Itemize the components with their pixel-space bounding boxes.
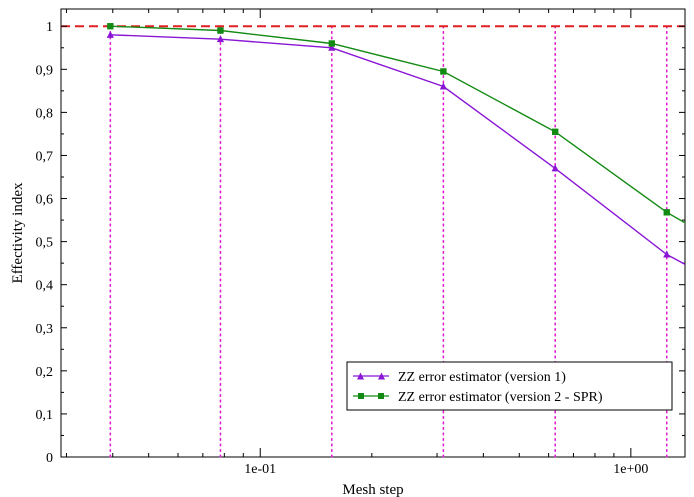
series-1-point-5: [663, 250, 671, 258]
x-axis: 1e-01 1e+00: [65, 9, 648, 477]
y-axis: 0 0,1 0,2 0,3 0,4 0,5 0,6 0,7 0,8 0,9 1: [36, 20, 685, 466]
y-tick-label-10: 1: [46, 20, 53, 35]
series-2-point-2: [328, 40, 336, 47]
x-tick-label-1: 1e+00: [613, 462, 648, 477]
y-tick-label-6: 0,6: [36, 193, 54, 208]
series-1-point-1: [216, 35, 225, 43]
y-tick-label-2: 0,2: [36, 365, 54, 380]
series-group: [106, 23, 685, 266]
legend-marker-series-1: [357, 372, 385, 380]
series-clip-group: [106, 23, 685, 266]
series-1-point-0: [106, 30, 114, 38]
series-2-point-0: [107, 23, 114, 30]
series-2-point-3: [440, 68, 447, 75]
legend: ZZ error estimator (version 1) ZZ error …: [346, 361, 673, 411]
y-tick-label-0: 0: [46, 451, 53, 466]
x-tick-label-0: 1e-01: [244, 462, 276, 477]
y-tick-label-7: 0,7: [36, 149, 54, 164]
y-tick-label-3: 0,3: [36, 322, 54, 337]
series-1-point-2: [328, 43, 336, 51]
y-tick-label-1: 0,1: [36, 408, 54, 423]
legend-label-series-1: ZZ error estimator (version 1): [398, 370, 566, 385]
y-tick-label-4: 0,4: [36, 279, 54, 294]
series-1-point-4: [551, 164, 559, 172]
legend-marker-series-2: [358, 393, 384, 399]
y-tick-label-9: 0,9: [36, 63, 54, 78]
series-2-point-5: [663, 209, 670, 216]
y-tick-label-8: 0,8: [36, 106, 54, 121]
legend-label-series-2: ZZ error estimator (version 2 - SPR): [398, 390, 603, 405]
y-tick-label-5: 0,5: [36, 236, 54, 251]
series-2-point-1: [217, 27, 224, 34]
x-axis-title: Mesh step: [342, 482, 403, 497]
series-1-point-3: [439, 82, 447, 90]
series-2-point-4: [551, 128, 559, 135]
legend-box: [346, 361, 673, 411]
y-axis-title: Effectivity index: [10, 182, 26, 283]
